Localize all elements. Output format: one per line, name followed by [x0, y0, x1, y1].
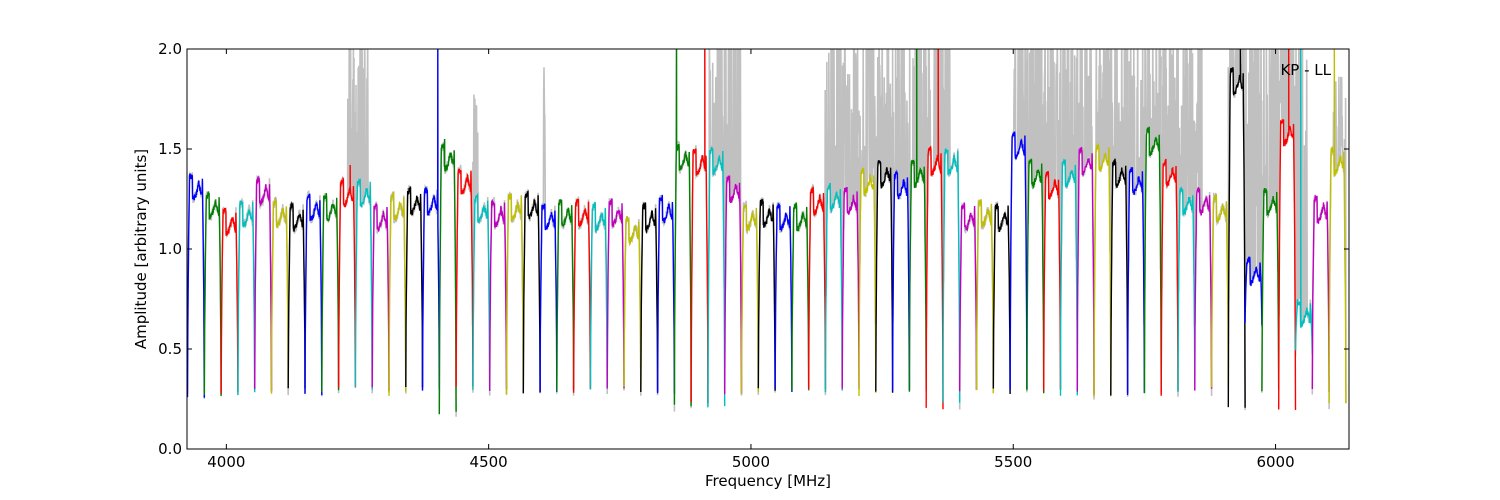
channel-line	[875, 160, 894, 393]
channel-line	[421, 49, 440, 391]
channel-line	[791, 202, 810, 391]
channel-line	[656, 194, 676, 394]
channel-line	[1126, 167, 1146, 396]
channel-line	[1294, 49, 1313, 354]
panel-annotation: KP - LL	[1280, 61, 1331, 79]
channel-line	[992, 203, 1011, 395]
x-tick-label: 6000	[1256, 453, 1294, 471]
channel-line	[959, 202, 978, 392]
channel-line	[640, 202, 659, 393]
y-tick-label: 0.0	[158, 440, 182, 458]
channel-line	[589, 201, 608, 390]
channel-line	[1026, 158, 1045, 394]
channel-line	[1227, 49, 1246, 408]
channel-line	[505, 193, 524, 395]
raw-channel-line	[723, 49, 743, 391]
channel-line	[1009, 131, 1028, 391]
channel-line	[891, 169, 911, 392]
channel-line	[1059, 158, 1078, 396]
channel-line	[925, 49, 944, 410]
channel-line	[858, 167, 877, 397]
channel-line	[1076, 146, 1095, 395]
channel-line	[1261, 187, 1280, 392]
channel-line	[321, 192, 340, 392]
channel-line	[572, 198, 592, 393]
channel-line	[405, 186, 424, 388]
channel-line	[1043, 170, 1062, 391]
channel-line	[942, 148, 961, 403]
channel-line	[606, 198, 625, 389]
y-tick-label: 1.5	[158, 140, 182, 158]
channel-line	[975, 198, 994, 394]
channel-line	[220, 208, 239, 394]
channel-line	[757, 199, 776, 391]
channel-line	[489, 198, 508, 391]
x-tick-label: 5000	[732, 453, 770, 471]
raw-channel-line	[1210, 192, 1230, 389]
raw-channel-line	[1093, 49, 1112, 400]
channel-line	[203, 190, 222, 397]
raw-channel-line	[824, 49, 843, 396]
y-tick-label: 2.0	[158, 40, 182, 58]
channel-line	[187, 172, 205, 398]
channel-line	[337, 164, 357, 388]
channel-line	[1194, 187, 1213, 391]
y-tick-label: 1.0	[158, 240, 182, 258]
channel-series-group	[187, 49, 1347, 415]
raw-channel-line	[354, 49, 373, 387]
channel-line	[472, 192, 491, 391]
channel-line	[1143, 126, 1162, 394]
x-tick-label: 4000	[207, 453, 245, 471]
channel-line	[724, 175, 743, 395]
channel-line	[522, 190, 541, 394]
channel-line	[808, 186, 827, 390]
channel-line	[304, 193, 323, 396]
y-axis-label: Amplitude [arbitrary units]	[132, 149, 150, 349]
channel-line	[254, 175, 273, 392]
channel-line	[455, 168, 474, 387]
channel-line	[908, 49, 927, 392]
x-tick-label: 5500	[994, 453, 1032, 471]
channel-line	[774, 203, 793, 393]
channel-line	[354, 178, 373, 390]
channel-line	[707, 146, 726, 408]
channel-line	[1177, 186, 1196, 392]
channel-line	[1278, 49, 1297, 411]
channel-line	[824, 183, 843, 393]
channel-line	[556, 199, 575, 392]
y-tick-label: 0.5	[158, 340, 182, 358]
channel-line	[740, 204, 759, 394]
raw-channel-line	[321, 193, 340, 396]
channel-line	[1328, 49, 1347, 404]
raw-channel-line	[1261, 49, 1280, 393]
channel-line	[1160, 158, 1179, 396]
channel-line	[388, 191, 407, 396]
channel-line	[1244, 256, 1263, 326]
channel-line	[1093, 143, 1112, 397]
channel-line	[438, 138, 457, 415]
channel-line	[270, 196, 289, 394]
channel-line	[673, 49, 692, 407]
channel-line	[623, 216, 642, 390]
channel-line	[1311, 194, 1330, 393]
channel-line	[841, 186, 860, 390]
channel-line	[237, 200, 256, 396]
channel-line	[690, 49, 709, 404]
x-axis-label: Frequency [MHz]	[705, 472, 831, 490]
channel-line	[1110, 158, 1129, 396]
channel-line	[287, 200, 306, 389]
channel-line	[371, 203, 390, 391]
x-tick-label: 4500	[470, 453, 508, 471]
axis-ticks: 4000 4500 5000 5500 6000 0.0 0.5 1.0 1.5 2.0	[158, 40, 1349, 471]
channel-line	[539, 203, 558, 392]
channel-line	[1210, 194, 1229, 389]
